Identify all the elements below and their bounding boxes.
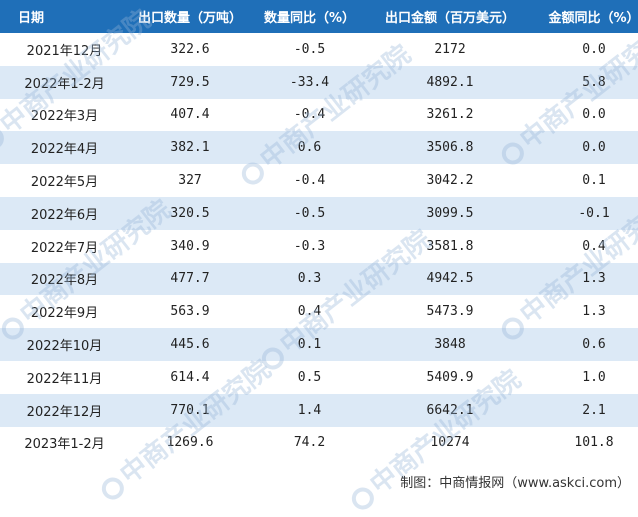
table-row: 2022年8月 477.7 0.3 4942.5 1.3 bbox=[0, 262, 638, 296]
date-cell: 2022年6月 bbox=[0, 196, 129, 230]
watermark-logo-icon bbox=[347, 482, 379, 514]
table-header-row: 日期 出口数量（万吨） 数量同比（%） 出口金额（百万美元） 金额同比（%） bbox=[0, 0, 638, 33]
value-cell: 10274 bbox=[368, 426, 532, 460]
source-credit: 制图：中商情报网（www.askci.com） bbox=[400, 476, 630, 491]
volume-yoy-cell: 0.1 bbox=[251, 328, 368, 361]
value-cell: 3042.2 bbox=[368, 164, 532, 197]
value-yoy-cell: 0.0 bbox=[532, 131, 638, 165]
value-cell: 4942.5 bbox=[368, 262, 532, 296]
table-row: 2022年12月 770.1 1.4 6642.1 2.1 bbox=[0, 393, 638, 427]
table-row: 2022年1-2月 729.5 -33.4 4892.1 5.8 bbox=[0, 65, 638, 99]
date-cell: 2022年7月 bbox=[0, 229, 129, 263]
value-yoy-cell: 101.8 bbox=[532, 426, 638, 460]
date-cell: 2023年1-2月 bbox=[0, 426, 129, 460]
value-yoy-cell: 1.0 bbox=[532, 360, 638, 394]
watermark-logo-icon bbox=[97, 472, 129, 504]
volume-yoy-cell: -0.4 bbox=[251, 98, 368, 132]
header-export-value: 出口金额（百万美元） bbox=[368, 0, 532, 33]
header-date: 日期 bbox=[0, 0, 129, 33]
value-cell: 3099.5 bbox=[368, 196, 532, 230]
value-cell: 5473.9 bbox=[368, 295, 532, 329]
volume-cell: 407.4 bbox=[129, 98, 251, 132]
date-cell: 2022年10月 bbox=[0, 328, 129, 361]
volume-yoy-cell: -0.5 bbox=[251, 33, 368, 66]
value-yoy-cell: 1.3 bbox=[532, 262, 638, 296]
volume-cell: 614.4 bbox=[129, 360, 251, 394]
value-yoy-cell: 1.3 bbox=[532, 295, 638, 329]
date-cell: 2022年8月 bbox=[0, 262, 129, 296]
value-cell: 6642.1 bbox=[368, 393, 532, 427]
volume-cell: 322.6 bbox=[129, 33, 251, 66]
volume-cell: 327 bbox=[129, 164, 251, 197]
volume-cell: 320.5 bbox=[129, 196, 251, 230]
date-cell: 2022年12月 bbox=[0, 393, 129, 427]
volume-yoy-cell: -0.3 bbox=[251, 229, 368, 263]
value-yoy-cell: 0.0 bbox=[532, 98, 638, 132]
value-cell: 3506.8 bbox=[368, 131, 532, 165]
table-row: 2022年4月 382.1 0.6 3506.8 0.0 bbox=[0, 131, 638, 165]
volume-yoy-cell: -33.4 bbox=[251, 65, 368, 99]
volume-yoy-cell: -0.5 bbox=[251, 196, 368, 230]
value-yoy-cell: 0.6 bbox=[532, 328, 638, 361]
volume-yoy-cell: 74.2 bbox=[251, 426, 368, 460]
table-row: 2021年12月 322.6 -0.5 2172 0.0 bbox=[0, 33, 638, 66]
volume-cell: 340.9 bbox=[129, 229, 251, 263]
table-row: 2022年10月 445.6 0.1 3848 0.6 bbox=[0, 328, 638, 361]
value-cell: 3581.8 bbox=[368, 229, 532, 263]
header-value-yoy: 金额同比（%） bbox=[532, 0, 638, 33]
data-table: 日期 出口数量（万吨） 数量同比（%） 出口金额（百万美元） 金额同比（%） 2… bbox=[0, 0, 638, 460]
value-yoy-cell: 0.1 bbox=[532, 164, 638, 197]
table-row: 2023年1-2月 1269.6 74.2 10274 101.8 bbox=[0, 426, 638, 460]
volume-yoy-cell: -0.4 bbox=[251, 164, 368, 197]
header-export-volume: 出口数量（万吨） bbox=[129, 0, 251, 33]
volume-cell: 445.6 bbox=[129, 328, 251, 361]
volume-yoy-cell: 1.4 bbox=[251, 393, 368, 427]
value-yoy-cell: -0.1 bbox=[532, 196, 638, 230]
volume-cell: 477.7 bbox=[129, 262, 251, 296]
table-row: 2022年11月 614.4 0.5 5409.9 1.0 bbox=[0, 360, 638, 394]
value-cell: 3261.2 bbox=[368, 98, 532, 132]
value-cell: 5409.9 bbox=[368, 360, 532, 394]
date-cell: 2022年3月 bbox=[0, 98, 129, 132]
date-cell: 2021年12月 bbox=[0, 33, 129, 66]
table-row: 2022年5月 327 -0.4 3042.2 0.1 bbox=[0, 164, 638, 197]
value-yoy-cell: 5.8 bbox=[532, 65, 638, 99]
value-cell: 3848 bbox=[368, 328, 532, 361]
table-body: 2021年12月 322.6 -0.5 2172 0.0 2022年1-2月 729.5 -3… bbox=[0, 33, 638, 460]
volume-yoy-cell: 0.4 bbox=[251, 295, 368, 329]
volume-cell: 382.1 bbox=[129, 131, 251, 165]
volume-cell: 729.5 bbox=[129, 65, 251, 99]
table-row: 2022年9月 563.9 0.4 5473.9 1.3 bbox=[0, 295, 638, 329]
table-row: 2022年6月 320.5 -0.5 3099.5 -0.1 bbox=[0, 196, 638, 230]
date-cell: 2022年1-2月 bbox=[0, 65, 129, 99]
date-cell: 2022年9月 bbox=[0, 295, 129, 329]
volume-yoy-cell: 0.5 bbox=[251, 360, 368, 394]
volume-yoy-cell: 0.3 bbox=[251, 262, 368, 296]
volume-cell: 563.9 bbox=[129, 295, 251, 329]
date-cell: 2022年4月 bbox=[0, 131, 129, 165]
value-yoy-cell: 0.0 bbox=[532, 33, 638, 66]
volume-yoy-cell: 0.6 bbox=[251, 131, 368, 165]
value-yoy-cell: 0.4 bbox=[532, 229, 638, 263]
date-cell: 2022年5月 bbox=[0, 164, 129, 197]
volume-cell: 1269.6 bbox=[129, 426, 251, 460]
value-cell: 2172 bbox=[368, 33, 532, 66]
value-cell: 4892.1 bbox=[368, 65, 532, 99]
header-volume-yoy: 数量同比（%） bbox=[251, 0, 368, 33]
table-row: 2022年7月 340.9 -0.3 3581.8 0.4 bbox=[0, 229, 638, 263]
table-row: 2022年3月 407.4 -0.4 3261.2 0.0 bbox=[0, 98, 638, 132]
value-yoy-cell: 2.1 bbox=[532, 393, 638, 427]
volume-cell: 770.1 bbox=[129, 393, 251, 427]
date-cell: 2022年11月 bbox=[0, 360, 129, 394]
